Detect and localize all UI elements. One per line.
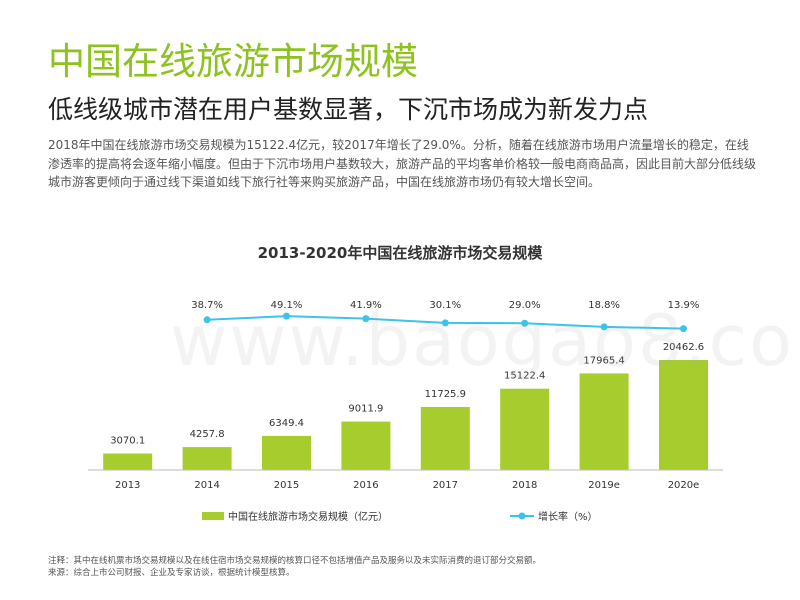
growth-point [283,312,290,320]
bar-value-label: 20462.6 [663,342,704,353]
x-tick-label: 2018 [512,480,537,491]
bar-2018 [500,388,550,470]
bar-value-label: 6349.4 [269,418,304,429]
x-tick-label: 2014 [194,480,219,491]
x-tick-label: 2016 [353,480,378,491]
x-tick-label: 2020e [668,480,700,491]
growth-value-label: 41.9% [350,300,382,311]
bar-2013 [103,453,153,470]
bar-value-label: 4257.8 [190,429,225,440]
bar-value-label: 15122.4 [504,371,545,382]
bar-2014 [182,447,232,470]
growth-value-label: 30.1% [429,300,461,311]
bar-value-label: 9011.9 [348,404,383,415]
legend-line-label: 增长率（%） [538,510,598,523]
bar-2019e [579,373,629,470]
growth-point [362,315,370,323]
legend-line-marker [518,512,526,520]
footnote-line-1: 注释：其中在线机票市场交易规模以及在线住宿市场交易规模的核算口径不包括增值产品及… [48,556,542,566]
growth-point [680,325,687,333]
description-paragraph: 2018年中国在线旅游市场交易规模为15122.4亿元，较2017年增长了29.… [48,138,757,189]
chart-legend: 中国在线旅游市场交易规模（亿元） 增长率（%） [202,510,598,523]
x-tick-label: 2015 [274,480,299,491]
growth-value-label: 38.7% [191,300,223,311]
growth-point [521,319,529,327]
bar-2020e [659,360,708,470]
x-tick-label: 2019e [588,480,620,491]
growth-point [203,316,211,324]
growth-value-label: 18.8% [588,300,620,311]
footnotes: 注释：其中在线机票市场交易规模以及在线住宿市场交易规模的核算口径不包括增值产品及… [48,555,541,579]
page-title: 中国在线旅游市场规模 [48,40,418,83]
legend-bar-label: 中国在线旅游市场交易规模（亿元） [228,510,388,523]
bar-2015 [262,435,311,470]
growth-point [441,319,449,327]
growth-point [600,323,608,331]
x-axis: 2013 2014 2015 2016 2017 2018 2019e 2020e [88,469,724,491]
bar-2017 [420,406,470,470]
bar-value-label: 11725.9 [425,389,466,400]
growth-value-label: 49.1% [271,300,303,311]
chart-title: 2013-2020年中国在线旅游市场交易规模 [257,244,543,262]
bar-value-label: 17965.4 [583,355,624,366]
growth-line-layer: 38.7% 49.1% 41.9% 30.1% 29.0% 18.8% 13.9% [191,300,700,333]
bars-layer: 3070.1 4257.8 6349.4 9011.9 11725.9 15122.4 17… [103,342,708,470]
bar-2016 [341,421,391,470]
growth-value-label: 29.0% [509,300,541,311]
x-tick-label: 2017 [433,480,458,491]
page-subtitle: 低线级城市潜在用户基数显著，下沉市场成为新发力点 [48,95,649,124]
footnote-line-2: 来源：综合上市公司财报、企业及专家访谈，根据统计模型核算。 [48,568,295,578]
bar-value-label: 3070.1 [110,435,145,446]
x-tick-label: 2013 [115,480,140,491]
legend-bar-swatch [202,512,224,520]
growth-value-label: 13.9% [668,300,700,311]
